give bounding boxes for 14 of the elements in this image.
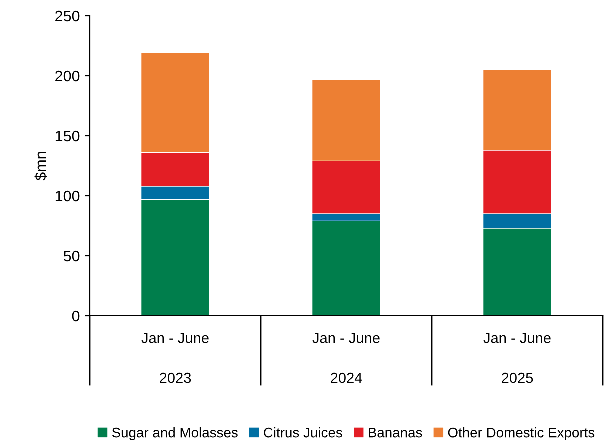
category-label: Jan - June 2024 — [312, 333, 380, 384]
y-tick-label: 150 — [56, 130, 80, 142]
legend-label: Other Domestic Exports — [448, 428, 595, 440]
y-tick-label: 50 — [64, 250, 80, 262]
y-tick-label: 100 — [56, 190, 80, 202]
legend-label: Sugar and Molasses — [112, 428, 238, 440]
y-tick-label: 0 — [72, 310, 80, 322]
legend-label: Bananas — [369, 428, 422, 438]
y-tick-label: 250 — [56, 10, 80, 22]
category-label: Jan - June 2023 — [142, 333, 209, 384]
category-label: Jan - June 2025 — [484, 333, 551, 384]
legend-label: Citrus Juices — [264, 428, 342, 438]
y-tick-label: 200 — [56, 70, 80, 82]
y-axis-title: $mn — [34, 152, 48, 181]
